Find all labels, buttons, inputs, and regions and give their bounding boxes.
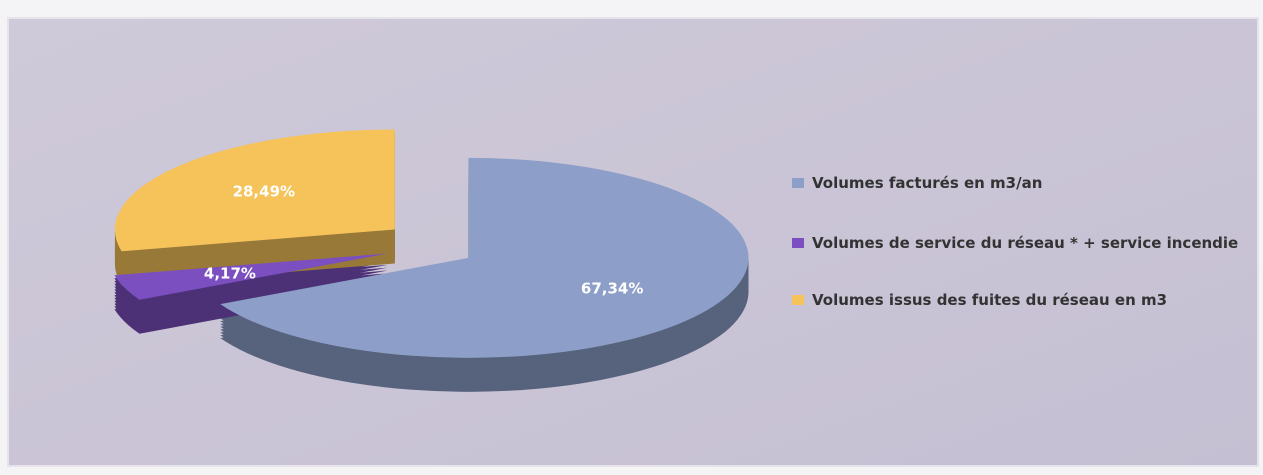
legend-label: Volumes de service du réseau * + service… — [812, 234, 1238, 252]
slice — [220, 157, 749, 358]
data-label: 28,49% — [233, 182, 295, 200]
legend-label: Volumes issus des fuites du réseau en m3 — [812, 291, 1167, 309]
slice — [114, 129, 395, 252]
data-label: 67,34% — [581, 279, 643, 297]
legend-swatch — [792, 238, 804, 248]
slice — [114, 253, 388, 300]
data-label: 4,17% — [204, 265, 256, 283]
legend-label: Volumes facturés en m3/an — [812, 174, 1042, 192]
legend-swatch — [792, 178, 804, 188]
legend-swatch — [792, 295, 804, 305]
